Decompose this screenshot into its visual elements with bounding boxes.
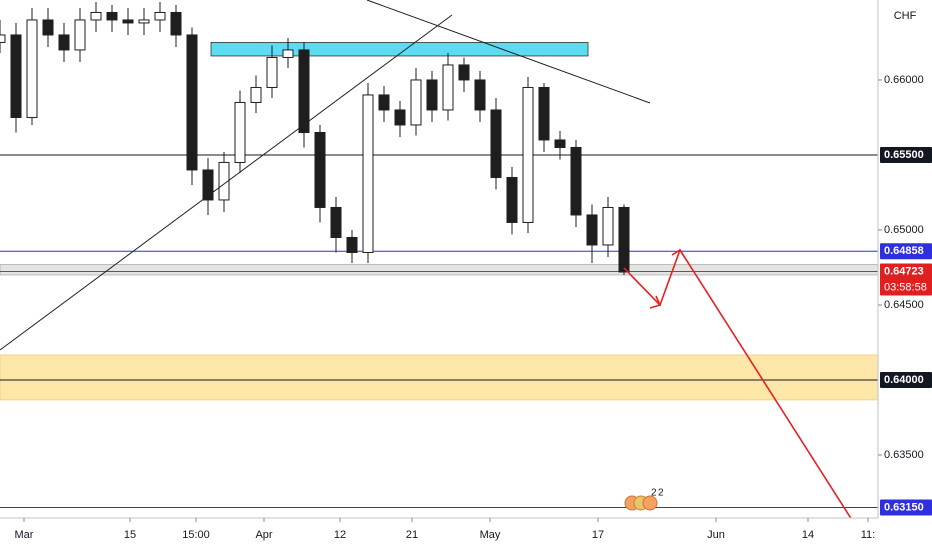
arrow-head [649,295,662,309]
x-tick-label: 15:00 [182,529,210,541]
arrow-head [671,248,686,259]
x-tick-label: May [480,529,501,541]
price-label: 0.64723 [884,265,924,277]
zone [0,354,878,401]
levels [0,154,878,508]
candle-body [458,64,470,81]
candle-body [602,206,614,246]
x-tick-label: 15 [124,529,136,541]
price-label: 0.64000 [884,374,924,386]
candle-body [330,206,342,238]
price-label: 0.63150 [884,501,924,513]
y-tick-label: 0.63500 [884,449,924,461]
candle-body [266,56,278,88]
price-label-box [880,263,932,296]
price-label-box [880,371,932,388]
candle-body [74,19,86,51]
candle-body [10,34,22,118]
candle-body [538,86,550,141]
y-tick-label: 0.64500 [884,299,924,311]
drawings [0,0,852,518]
zones [0,42,878,401]
candle-body [154,11,166,21]
trendline [366,0,651,104]
candle-body [170,11,182,36]
candle-body [570,146,582,216]
candle-body [106,11,118,21]
candle-body [490,109,502,178]
candle-body [586,214,598,246]
event-icon[interactable] [642,495,658,511]
x-tick-label: 17 [592,529,604,541]
x-tick-label: 14 [802,529,814,541]
x-tick-label: 21 [406,529,418,541]
x-tick-label: Mar [15,529,34,541]
candle-body [314,131,326,208]
candle-body [234,101,246,163]
countdown: 03:58:58 [884,281,927,293]
candle-body [410,79,422,126]
y-tick-label: 0.65000 [884,224,924,236]
x-tick-label: 11: [861,529,875,541]
event-count: 2 [658,488,664,499]
axes: 0.66000 0.65000 0.64500 0.63500 Mar 15 15:00 Ap… [15,74,932,541]
candle-body [394,109,406,126]
candle-body [442,64,454,111]
zone [0,264,878,276]
event-icons: 2 2 [624,488,664,511]
candle-body [522,86,534,223]
trendline [0,14,453,351]
x-tick-label: 12 [334,529,346,541]
candle-body [298,49,310,133]
candle-body [42,19,54,36]
candle-body [282,49,294,58]
candle-body [138,19,150,24]
candles [0,1,630,275]
candle-body [618,206,630,273]
candle-body [346,236,358,253]
price-label-box [880,243,932,260]
candle-body [0,34,6,43]
x-tick-label: Jun [707,529,725,541]
candle-body [378,94,390,111]
candle-body [218,161,230,201]
candle-body [90,11,102,21]
forecast-arrow [623,248,852,518]
x-tick-label: Apr [255,529,272,541]
price-label-box [880,146,932,163]
price-label: 0.64858 [884,245,924,257]
event-count: 2 [651,488,657,499]
candle-body [554,139,566,148]
candle-body [506,176,518,223]
price-label-box [880,499,932,516]
price-label: 0.65500 [884,149,924,161]
candle-body [122,19,134,24]
candle-body [186,34,198,171]
candle-body [362,94,374,253]
candle-body [250,86,262,103]
candle-body [474,79,486,111]
candle-body [58,34,70,51]
candle-body [26,19,38,118]
candle-body [426,79,438,111]
y-tick-label: 0.66000 [884,74,924,86]
candle-body [202,169,214,201]
currency: CHF [894,10,917,22]
